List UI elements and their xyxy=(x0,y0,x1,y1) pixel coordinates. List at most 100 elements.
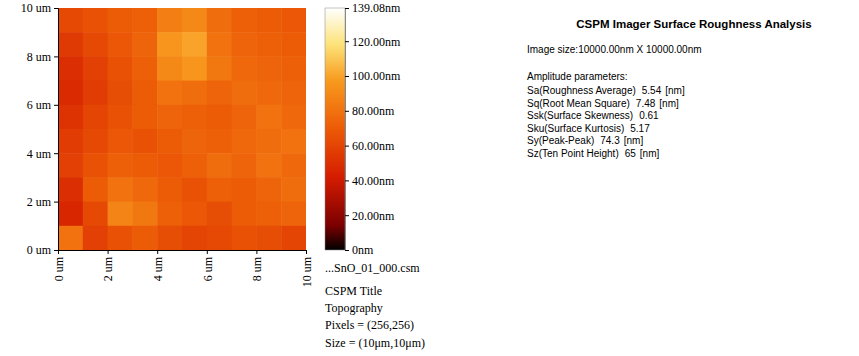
tick: 0 um xyxy=(27,243,58,257)
heat-cell xyxy=(132,8,157,33)
parameter-value: 65 xyxy=(625,148,637,159)
heat-cell xyxy=(207,105,232,130)
heat-cell xyxy=(182,81,207,106)
heat-cell xyxy=(281,202,306,227)
heat-cell xyxy=(232,32,257,57)
parameter-value: 5.54 xyxy=(642,85,662,96)
tick-mark xyxy=(54,202,58,203)
tick-mark xyxy=(345,41,349,42)
tick-label: 20.00nm xyxy=(352,209,395,223)
heat-cell xyxy=(207,153,232,178)
heat-cell xyxy=(182,153,207,178)
tick-mark xyxy=(345,215,349,216)
x-axis: 0 um2 um4 um6 um8 um10 um xyxy=(52,250,314,287)
tick-label: 4 um xyxy=(151,256,165,281)
analysis-panel: CSPM Imager Surface Roughness Analysis Im… xyxy=(527,18,812,159)
heat-cell xyxy=(207,8,232,33)
heat-cell xyxy=(132,56,157,81)
heat-cell xyxy=(83,32,108,57)
heat-cell xyxy=(182,8,207,33)
parameter-label: Sz(Ten Point Height) xyxy=(527,148,619,159)
tick-label: 6 um xyxy=(27,98,52,112)
heat-cell xyxy=(157,105,182,130)
tick-mark xyxy=(306,250,307,254)
heat-cell xyxy=(58,32,83,57)
heat-cell xyxy=(58,81,83,106)
tick: 40.00nm xyxy=(345,174,395,188)
colorbar-axis: 0nm20.00nm40.00nm60.00nm80.00nm100.00nm1… xyxy=(345,1,401,257)
heat-cell xyxy=(132,81,157,106)
figure: 0 um2 um4 um6 um8 um10 um0 um2 um4 um6 u… xyxy=(0,0,859,356)
heat-cell xyxy=(207,177,232,202)
heat-cell xyxy=(232,153,257,178)
section-label: Amplitude parameters: xyxy=(527,71,628,82)
tick-mark xyxy=(345,146,349,147)
parameter-unit: [nm] xyxy=(640,148,660,159)
parameter-unit: [nm] xyxy=(659,98,679,109)
heat-cell xyxy=(182,177,207,202)
parameter-label: Ssk(Surface Skewness) xyxy=(527,110,633,121)
tick-mark xyxy=(207,250,208,254)
heat-cell xyxy=(207,202,232,227)
tick: 120.00nm xyxy=(345,35,401,49)
tick-mark xyxy=(345,250,349,251)
heat-cell xyxy=(132,202,157,227)
heat-cell xyxy=(108,8,133,33)
parameter-value: 5.17 xyxy=(630,123,650,134)
tick: 60.00nm xyxy=(345,139,395,153)
heat-cell xyxy=(83,129,108,154)
tick-label: 2 um xyxy=(101,256,115,281)
heat-cell xyxy=(157,153,182,178)
tick-label: 8 um xyxy=(27,50,52,64)
heat-cell xyxy=(157,226,182,250)
tick-label: 8 um xyxy=(250,256,264,281)
heat-cell xyxy=(281,81,306,106)
tick: 2 um xyxy=(27,195,58,209)
heat-cell xyxy=(182,202,207,227)
heat-cell xyxy=(58,105,83,130)
caption: ...SnO_01_000.csmCSPM TitleTopographyPix… xyxy=(325,261,425,350)
heat-cell xyxy=(232,105,257,130)
caption-line: CSPM Title xyxy=(325,284,382,298)
heat-cell xyxy=(207,56,232,81)
parameter-value: 74.3 xyxy=(600,135,620,146)
heat-cell xyxy=(256,153,281,178)
heat-cell xyxy=(281,32,306,57)
tick: 8 um xyxy=(250,250,264,281)
heat-cell xyxy=(108,177,133,202)
heat-cell xyxy=(157,129,182,154)
heat-cell xyxy=(108,105,133,130)
tick-mark xyxy=(157,250,158,254)
tick-mark xyxy=(54,250,58,251)
heat-cell xyxy=(207,129,232,154)
heat-cell xyxy=(281,8,306,33)
heat-cell xyxy=(182,32,207,57)
heat-cell xyxy=(256,81,281,106)
axis-line xyxy=(59,251,307,255)
heat-cell xyxy=(182,56,207,81)
panel-title: CSPM Imager Surface Roughness Analysis xyxy=(576,18,811,30)
tick: 139.08nm xyxy=(345,1,401,15)
heat-cell xyxy=(83,8,108,33)
heat-cell xyxy=(281,226,306,250)
parameter: Ssk(Surface Skewness)0.61 xyxy=(527,110,659,121)
heat-cell xyxy=(232,56,257,81)
y-axis: 0 um2 um4 um6 um8 um10 um xyxy=(21,1,59,257)
heatmap xyxy=(58,8,306,250)
image-size: Image size:10000.00nm X 10000.00nm xyxy=(527,44,702,55)
colorbar xyxy=(325,8,345,250)
caption-line: Pixels = (256,256) xyxy=(325,318,414,332)
heat-cell xyxy=(232,8,257,33)
heat-cell xyxy=(182,105,207,130)
parameter-value: 7.48 xyxy=(636,98,656,109)
heat-cell xyxy=(281,56,306,81)
tick-mark xyxy=(54,56,58,57)
heat-cell xyxy=(83,105,108,130)
tick-mark xyxy=(345,180,349,181)
parameter-unit: [nm] xyxy=(624,135,644,146)
heat-cell xyxy=(83,81,108,106)
heat-cell xyxy=(132,153,157,178)
tick: 2 um xyxy=(101,250,115,281)
heat-cell xyxy=(157,81,182,106)
tick-label: 40.00nm xyxy=(352,174,395,188)
